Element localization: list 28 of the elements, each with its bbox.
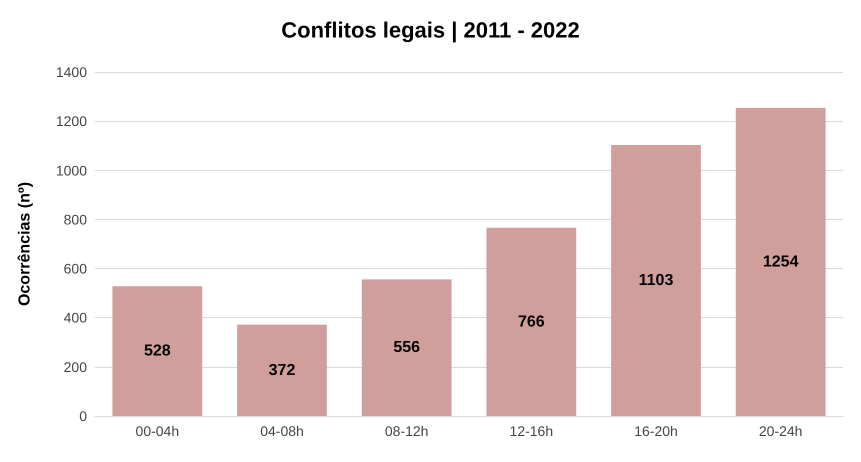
bar [736,108,826,416]
y-tick-label: 400 [64,310,88,326]
bar [237,324,327,416]
x-tick-label: 20-24h [758,423,802,439]
bar [362,279,452,416]
bar [486,228,576,416]
y-tick-label: 800 [64,211,88,228]
x-tick-label: 12-16h [510,423,554,439]
y-tick-label: 600 [64,260,88,277]
y-tick-label: 1000 [56,162,88,178]
data-label: 556 [393,339,420,356]
data-label: 372 [268,362,296,379]
x-tick-label: 16-20h [634,423,678,439]
bar [112,286,202,416]
x-tick-label: 08-12h [384,423,428,439]
chart-title: Conflitos legais | 2011 - 2022 [281,18,580,42]
data-label: 528 [144,342,171,360]
bar [611,144,701,416]
x-tick-label: 04-08h [260,423,304,439]
data-label: 1254 [762,253,799,270]
data-label: 766 [518,313,545,330]
y-tick-label: 200 [64,358,88,375]
x-tick-label: 00-04h [136,423,180,439]
data-label: 1103 [638,272,674,289]
y-axis-title: Ocorrências (nº) [16,182,34,306]
y-tick-label: 0 [79,408,88,424]
y-tick-label: 1400 [56,64,88,80]
y-tick-label: 1200 [56,113,88,130]
